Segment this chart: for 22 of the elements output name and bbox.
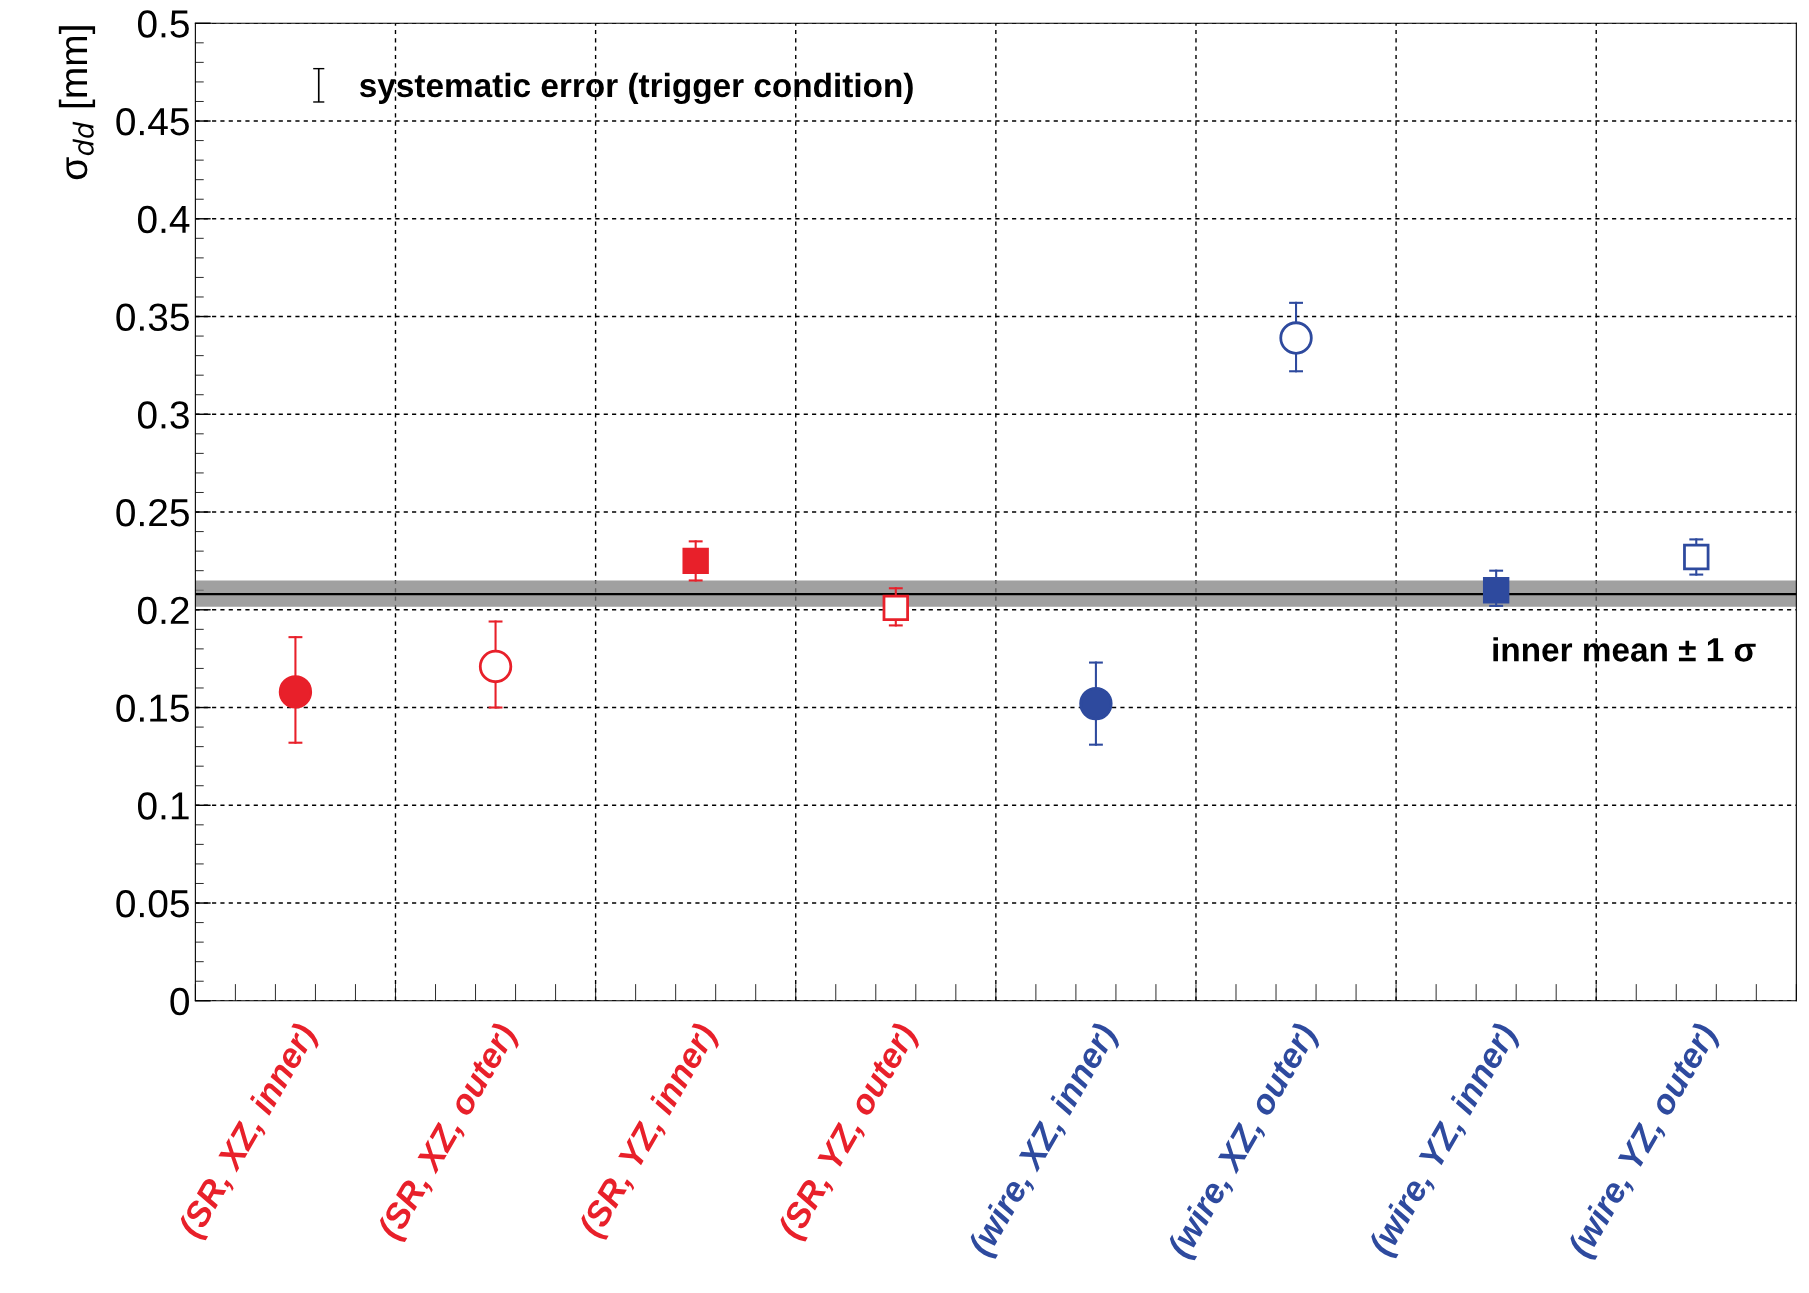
y-tick-label: 0.1 xyxy=(137,792,189,820)
y-tick-label: 0.35 xyxy=(116,303,189,331)
y-tick-label: 0.25 xyxy=(116,498,189,527)
y-axis-title: σ$_{dd}$ [mm] xyxy=(58,26,96,180)
y-tick-label: 0.4 xyxy=(137,205,190,234)
y-tick-label: 0.05 xyxy=(116,889,189,918)
y-tick-label: 0.3 xyxy=(137,401,189,429)
point xyxy=(478,649,513,684)
y-tick-label: 0.2 xyxy=(137,596,189,625)
y-tick-label: 0.5 xyxy=(137,10,189,38)
point xyxy=(682,547,709,575)
point xyxy=(1482,577,1510,604)
y-tick-label: 0.45 xyxy=(116,107,189,136)
point xyxy=(1683,543,1710,571)
point xyxy=(278,675,313,709)
ref-line-label: inner mean ± 1 σ xyxy=(1493,637,1756,662)
y-tick-label: 0.15 xyxy=(116,694,189,722)
legend-label: systematic error (trigger condition) xyxy=(359,72,913,105)
y-tick-label: 0 xyxy=(170,987,189,1016)
point xyxy=(1279,321,1313,355)
point xyxy=(882,594,909,622)
point xyxy=(1079,686,1113,721)
